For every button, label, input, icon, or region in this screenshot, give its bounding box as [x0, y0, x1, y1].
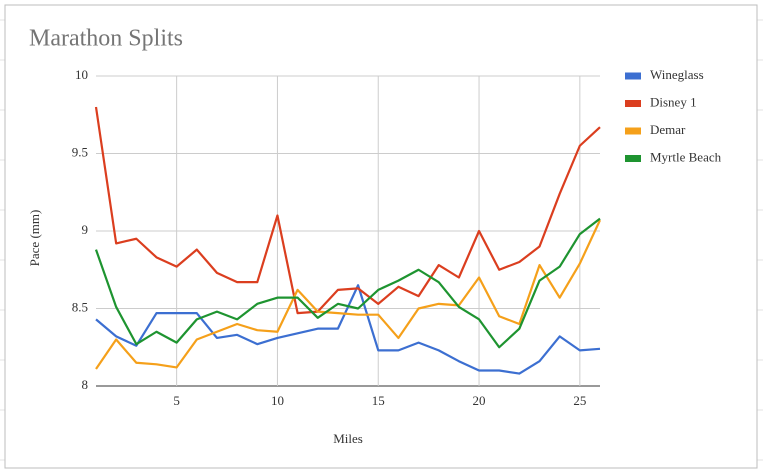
series-line — [95, 219, 601, 370]
series-line — [94, 106, 601, 315]
legend-swatch — [625, 155, 641, 162]
x-tick-label: 25 — [573, 393, 586, 408]
x-axis-label: Miles — [333, 431, 363, 446]
legend-swatch — [625, 100, 641, 107]
x-tick-label: 5 — [173, 393, 180, 408]
x-tick-label: 15 — [372, 393, 385, 408]
y-tick-label: 8 — [82, 377, 89, 392]
legend-label: Wineglass — [650, 67, 704, 82]
legend-label: Demar — [650, 122, 686, 137]
y-tick-label: 9.5 — [72, 144, 88, 159]
x-tick-label: 20 — [473, 393, 486, 408]
legend-swatch — [625, 72, 641, 80]
chart-frame — [4, 4, 758, 469]
y-tick-label: 8.5 — [72, 299, 88, 314]
legend-swatch — [625, 127, 641, 135]
legend-label: Myrtle Beach — [650, 149, 722, 164]
x-tick-label: 10 — [271, 393, 284, 408]
chart-title: Marathon Splits — [29, 26, 183, 52]
series-line — [94, 217, 601, 349]
y-tick-label: 10 — [75, 67, 88, 82]
y-tick-label: 9 — [82, 222, 89, 237]
legend-label: Disney 1 — [650, 94, 697, 109]
y-axis-label: Pace (mm) — [27, 210, 42, 267]
